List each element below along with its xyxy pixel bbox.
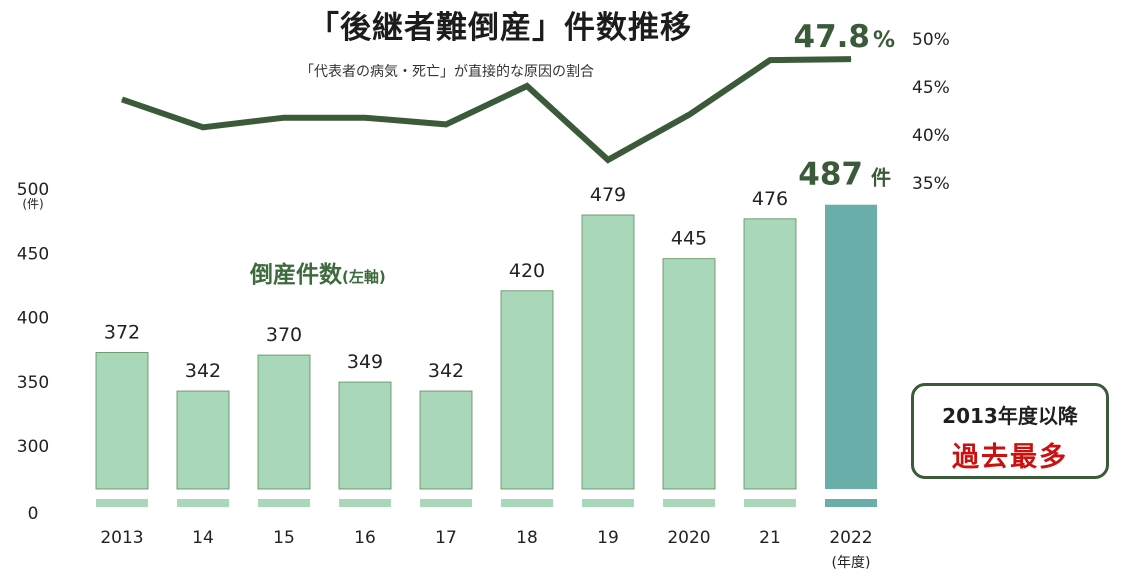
ratio-line-point — [364, 117, 366, 119]
line-value-unit-label: % — [873, 28, 895, 53]
x-tick-label: 15 — [273, 528, 295, 548]
bar — [743, 218, 797, 490]
y-right-tick-label: 40% — [912, 126, 950, 146]
bar-value-label: 370 — [266, 324, 302, 346]
bar — [338, 381, 392, 490]
chart-subtitle: 「代表者の病気・死亡」が直接的な原因の割合 — [300, 64, 594, 80]
bar-value-label: 445 — [671, 228, 707, 250]
bar-base-stub — [663, 499, 715, 507]
bar-base-stub — [744, 499, 796, 507]
callout-line-2: 過去最多 — [952, 442, 1068, 473]
x-tick-label: 16 — [354, 528, 376, 548]
x-tick-label: 17 — [435, 528, 457, 548]
bar-base-stub — [420, 499, 472, 507]
record-callout-box: 2013年度以降 過去最多 — [911, 383, 1109, 479]
ratio-line-point — [526, 85, 528, 87]
x-tick-label: 2022 — [829, 528, 872, 548]
ratio-line-point — [445, 123, 447, 125]
bar-value-label: 479 — [590, 184, 626, 206]
ratio-line — [121, 56, 852, 164]
bar-value-label: 420 — [509, 260, 545, 282]
chart-title: 「後継者難倒産」件数推移 — [308, 10, 692, 46]
y-left-tick-label: 0 — [28, 504, 39, 524]
bar-value-label: 342 — [428, 360, 464, 382]
line-value-label: 47.8 — [794, 19, 871, 55]
ratio-line-point — [283, 117, 285, 119]
bar — [500, 290, 554, 490]
y-left-unit-label: (件) — [22, 197, 43, 211]
x-tick-label: 2020 — [667, 528, 710, 548]
x-tick-label: 18 — [516, 528, 538, 548]
bar-value-label: 487 — [798, 157, 863, 193]
x-tick-label: 2013 — [100, 528, 143, 548]
bar-base-stub — [582, 499, 634, 507]
ratio-line-point — [688, 114, 690, 116]
bar-base-stub — [96, 499, 148, 507]
bar-base-stub — [339, 499, 391, 507]
bar — [95, 352, 149, 490]
y-right-tick-label: 50% — [912, 30, 950, 50]
bar — [662, 258, 716, 490]
bar-series-name: 倒産件数 — [250, 262, 342, 288]
bar-series-label: 倒産件数(左軸) — [250, 255, 386, 289]
y-right-tick-label: 45% — [912, 78, 950, 98]
y-right-tick-label: 35% — [912, 174, 950, 194]
x-tick-label: 19 — [597, 528, 619, 548]
bar-series-axis-note: (左軸) — [342, 268, 386, 286]
bar — [257, 354, 311, 490]
bar-value-label: 476 — [752, 188, 788, 210]
ratio-line-point — [850, 58, 852, 60]
bar-value-unit-label: 件 — [871, 166, 891, 190]
bar — [581, 214, 635, 490]
bar — [825, 204, 877, 489]
ratio-line-point — [607, 159, 609, 161]
ratio-line-point — [121, 98, 123, 100]
bar-value-label: 372 — [104, 321, 140, 343]
bar-value-label: 349 — [347, 351, 383, 373]
y-left-tick-label: 350 — [17, 373, 49, 393]
y-left-tick-label: 450 — [17, 244, 49, 264]
bar — [176, 390, 230, 490]
bar-base-stub — [258, 499, 310, 507]
y-left-tick-label: 300 — [17, 437, 49, 457]
y-left-tick-label: 500 — [17, 180, 49, 200]
x-tick-label: 21 — [759, 528, 781, 548]
ratio-line-point — [769, 59, 771, 61]
bar-base-stub — [825, 499, 877, 507]
callout-line-1: 2013年度以降 — [942, 404, 1078, 428]
bar-value-label: 342 — [185, 360, 221, 382]
x-tick-label: 14 — [192, 528, 214, 548]
bar — [419, 390, 473, 490]
bar-base-stub — [501, 499, 553, 507]
y-left-tick-label: 400 — [17, 309, 49, 329]
bar-base-stub — [177, 499, 229, 507]
x-unit-label: (年度) — [832, 555, 871, 571]
ratio-line-point — [202, 126, 204, 128]
